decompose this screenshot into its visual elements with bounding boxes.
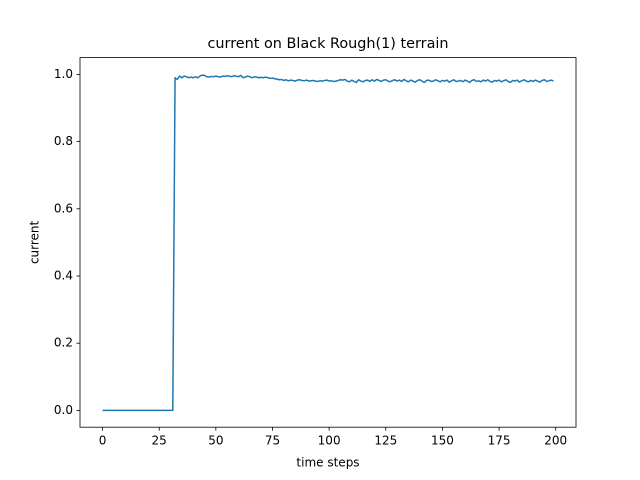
x-tick-label: 0 <box>99 434 107 448</box>
data-line <box>102 74 554 412</box>
x-tick-label: 100 <box>318 434 341 448</box>
x-tick-label: 50 <box>208 434 223 448</box>
x-tick-label: 75 <box>265 434 280 448</box>
x-tick-label: 175 <box>488 434 511 448</box>
x-tick-label: 25 <box>152 434 167 448</box>
y-axis-label: current <box>28 220 42 264</box>
axes-frame <box>79 57 577 428</box>
x-tick-label: 125 <box>374 434 397 448</box>
x-tick-label: 200 <box>544 434 567 448</box>
chart-title: current on Black Rough(1) terrain <box>208 36 449 52</box>
y-tick-label: 1.0 <box>54 67 73 81</box>
y-tick-label: 0.0 <box>54 403 73 417</box>
y-tick-label: 0.6 <box>54 201 73 215</box>
x-axis-label: time steps <box>296 456 359 470</box>
x-tick-label: 150 <box>431 434 454 448</box>
y-tick-label: 0.2 <box>54 336 73 350</box>
y-tick-label: 0.8 <box>54 134 73 148</box>
y-tick-label: 0.4 <box>54 269 73 283</box>
